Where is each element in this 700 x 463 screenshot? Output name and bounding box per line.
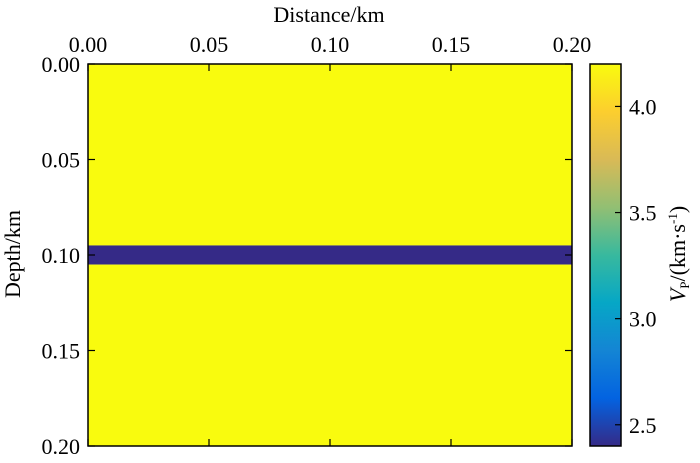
colorbar-tick-label: 3.5: [629, 201, 657, 226]
colorbar-tick-label: 4.0: [629, 94, 657, 119]
y-tick-label: 0.10: [42, 243, 81, 268]
x-axis-title: Distance/km: [273, 2, 384, 27]
x-tick-label: 0.10: [311, 32, 350, 57]
velocity-layer: [88, 264, 572, 446]
x-tick-label: 0.20: [553, 32, 592, 57]
colorbar-label: VP/(km·s-1): [665, 206, 692, 302]
y-tick-label: 0.15: [42, 339, 81, 364]
x-tick-label: 0.05: [190, 32, 229, 57]
velocity-layer: [88, 245, 572, 265]
x-tick-label: 0.00: [69, 32, 108, 57]
y-tick-label: 0.05: [42, 148, 81, 173]
y-tick-label: 0.20: [42, 434, 81, 459]
x-tick-label: 0.15: [432, 32, 471, 57]
colorbar-tick-label: 3.0: [629, 307, 657, 332]
plot-area: 0.00 0.05 0.10 0.15 0.20 0.00 0.05 0.10 0.15 0.20: [42, 32, 592, 459]
colorbar: 2.5 3.0 3.5 4.0: [589, 63, 657, 447]
colorbar-tick-label: 2.5: [629, 413, 657, 438]
colorbar-gradient: [590, 64, 621, 446]
y-tick-label: 0.00: [42, 52, 81, 77]
y-axis-title: Depth/km: [0, 210, 25, 298]
velocity-layer: [88, 64, 572, 246]
colorbar-frame: [589, 63, 622, 447]
